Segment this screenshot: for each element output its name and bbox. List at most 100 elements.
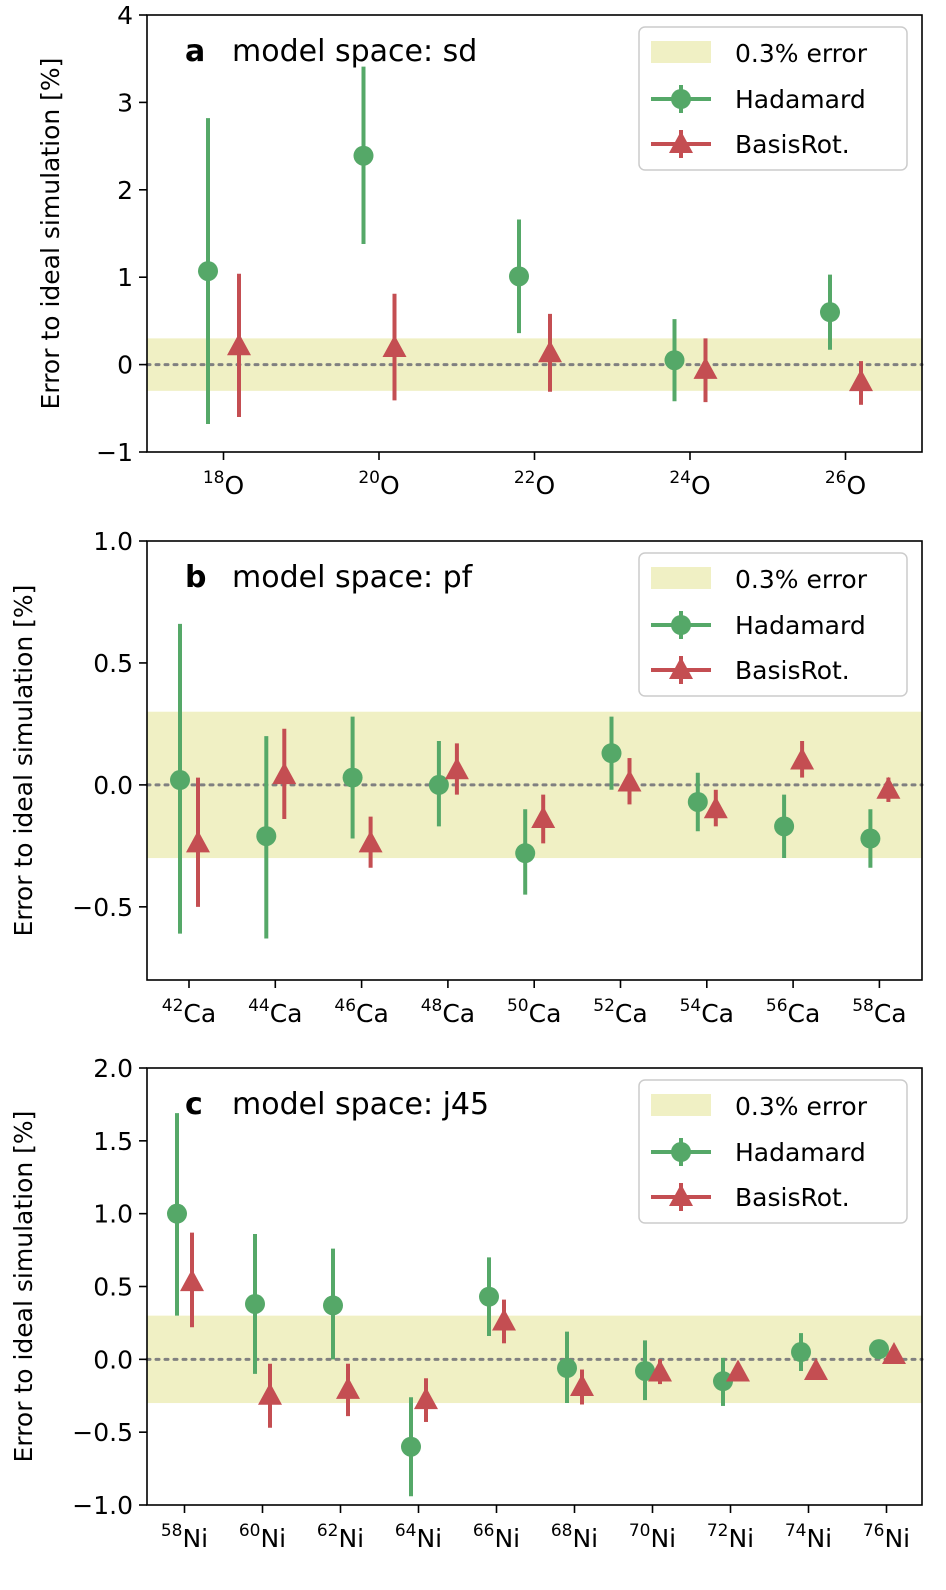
data-point-triangle (790, 747, 815, 770)
x-tick-element: Ni (494, 1524, 520, 1553)
x-tick-element: O (224, 471, 244, 500)
legend-band-swatch (651, 567, 711, 589)
x-tick-mass: 20 (358, 468, 380, 488)
x-tick-label: 70Ni (629, 1521, 676, 1553)
data-point-triangle (617, 769, 642, 792)
x-tick-element: Ni (806, 1524, 832, 1553)
x-tick-mass: 58 (852, 996, 874, 1016)
data-point-circle (167, 1203, 187, 1224)
x-tick-label: 18O (203, 468, 244, 500)
x-tick-label: 46Ca (334, 996, 388, 1028)
data-point-triangle (414, 1387, 438, 1410)
data-point-circle (401, 1436, 421, 1457)
legend-label-basisrot: BasisRot. (735, 1183, 850, 1212)
legend-marker-hadamard (671, 615, 691, 635)
y-tick-label: −0.5 (72, 1418, 133, 1447)
x-tick-element: Ca (529, 999, 562, 1028)
y-axis-label: Error to ideal simulation [%] (9, 585, 38, 937)
x-tick-mass: 76 (863, 1521, 885, 1541)
data-point-triangle (804, 1357, 828, 1380)
data-point-triangle (648, 1359, 672, 1382)
x-tick-mass: 58 (161, 1521, 183, 1541)
x-tick-label: 68Ni (551, 1521, 598, 1553)
y-tick-label: 0.5 (93, 649, 133, 678)
x-tick-label: 52Ca (593, 996, 647, 1028)
x-tick-mass: 44 (248, 996, 270, 1016)
x-tick-element: Ni (338, 1524, 364, 1553)
series-basisrot (180, 1232, 906, 1428)
x-tick-label: 72Ni (707, 1521, 754, 1553)
legend: 0.3% error Hadamard BasisRot. (638, 1079, 908, 1224)
x-tick-mass: 42 (162, 996, 184, 1016)
panel-title: model space: j45 (232, 1087, 489, 1122)
data-point-triangle (258, 1382, 282, 1405)
data-point-circle (245, 1293, 265, 1314)
x-tick-label: 24O (669, 468, 710, 500)
y-tick-label: −1.0 (72, 1491, 133, 1520)
x-tick-label: 64Ni (395, 1521, 442, 1553)
legend-marker-hadamard (671, 89, 691, 109)
y-tick-label: 1.0 (93, 527, 133, 556)
x-tick-mass: 54 (680, 996, 702, 1016)
x-tick-element: Ca (701, 999, 734, 1028)
panel-title: model space: pf (232, 560, 474, 595)
data-point-circle (509, 266, 529, 287)
data-point-triangle (531, 806, 556, 829)
data-point-circle (860, 828, 881, 849)
x-tick-label: 22O (514, 468, 555, 500)
data-point-circle (601, 743, 622, 764)
data-point-circle (479, 1286, 499, 1307)
legend-label-hadamard: Hadamard (735, 611, 866, 640)
x-tick-label: 76Ni (863, 1521, 910, 1553)
x-tick-element: Ca (183, 999, 216, 1028)
data-point-circle (664, 350, 685, 371)
legend: 0.3% error Hadamard BasisRot. (638, 26, 908, 171)
data-point-triangle (726, 1359, 750, 1382)
data-point-triangle (693, 356, 718, 379)
data-point-triangle (272, 762, 297, 785)
x-tick-element: Ni (416, 1524, 442, 1553)
data-point-triangle (703, 796, 728, 819)
panel-letter: c (185, 1087, 203, 1122)
x-tick-mass: 56 (766, 996, 788, 1016)
x-tick-label: 42Ca (162, 996, 216, 1028)
legend-marker-basisrot (669, 131, 693, 153)
data-point-triangle (227, 333, 251, 356)
series-hadamard (198, 66, 840, 425)
x-tick-mass: 22 (514, 468, 536, 488)
x-tick-mass: 64 (395, 1521, 417, 1541)
data-point-triangle (876, 776, 901, 799)
data-point-circle (687, 791, 708, 812)
x-tick-label: 66Ni (473, 1521, 520, 1553)
x-tick-element: O (535, 471, 555, 500)
x-tick-element: Ca (615, 999, 648, 1028)
x-tick-mass: 52 (593, 996, 615, 1016)
series-basisrot (227, 273, 873, 418)
data-point-circle (515, 843, 536, 864)
x-tick-element: Ni (182, 1524, 208, 1553)
data-point-circle (198, 261, 218, 282)
y-tick-label: 0.0 (93, 1345, 133, 1374)
x-tick-label: 54Ca (680, 996, 734, 1028)
data-point-circle (428, 774, 449, 795)
legend-band-swatch (651, 1094, 711, 1116)
legend-label-hadamard: Hadamard (735, 1138, 866, 1167)
x-tick-mass: 18 (203, 468, 225, 488)
data-point-circle (869, 1339, 889, 1360)
y-tick-label: 1.5 (93, 1127, 133, 1156)
y-tick-label: 1 (117, 263, 133, 292)
x-tick-label: 58Ca (852, 996, 906, 1028)
x-tick-mass: 48 (421, 996, 443, 1016)
x-tick-element: Ca (270, 999, 303, 1028)
x-tick-mass: 50 (507, 996, 529, 1016)
panel-letter: b (185, 560, 206, 595)
data-point-circle (342, 767, 363, 788)
series-hadamard (170, 623, 881, 939)
x-tick-element: Ni (650, 1524, 676, 1553)
data-point-circle (635, 1360, 655, 1381)
legend-label-basisrot: BasisRot. (735, 130, 850, 159)
